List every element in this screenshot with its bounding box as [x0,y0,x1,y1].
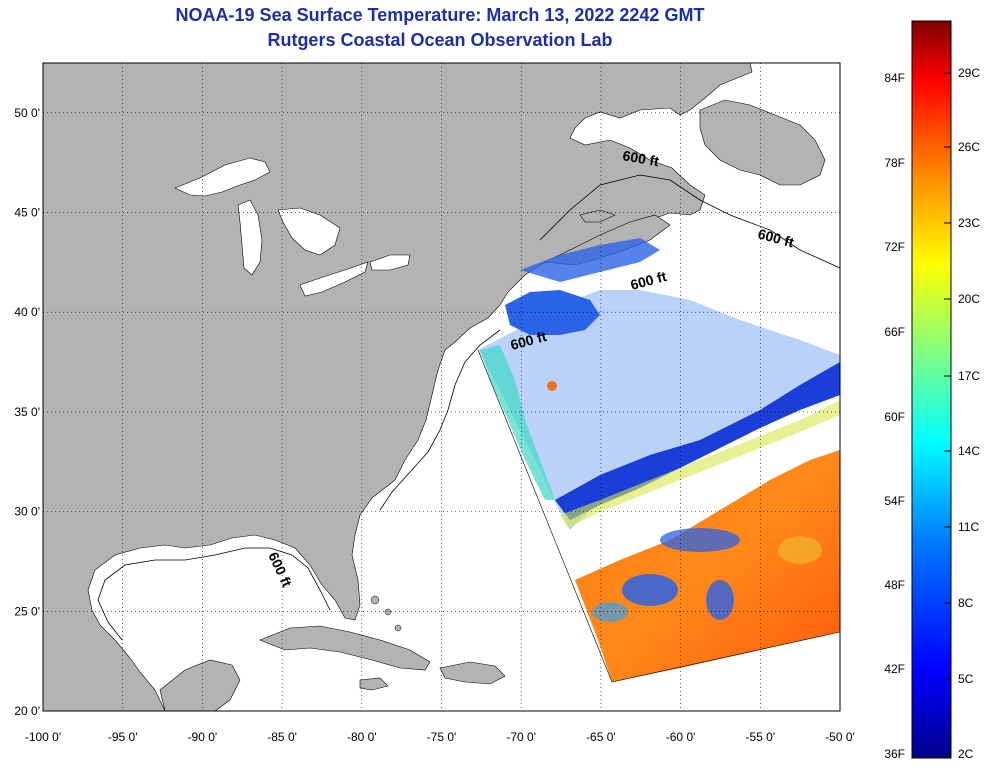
sst-warm-spot [547,381,557,391]
colorbar-celsius-label: 11C [958,520,979,534]
longitude-tick-label: -100 0' [25,730,61,744]
colorbar-fahrenheit-label: 60F [884,410,905,424]
map-subtitle: Rutgers Coastal Ocean Observation Lab [267,30,613,50]
latitude-tick-label: 45 0' [14,206,40,220]
jamaica-land [359,677,389,691]
depth-contour-north [539,174,840,269]
longitude-tick-label: -80 0' [347,730,377,744]
colorbar-celsius-label: 29C [958,66,980,80]
longitude-tick-label: -70 0' [506,730,536,744]
longitude-tick-label: -60 0' [666,730,696,744]
map-border [42,62,841,712]
longitude-tick-label: -90 0' [188,730,218,744]
colorbar-celsius-label: 2C [958,747,974,761]
hispaniola-land [439,661,506,685]
pei-land [579,209,616,223]
bahamas-island [394,624,402,632]
longitude-tick-label: -75 0' [427,730,457,744]
sst-gulf-maine [505,290,600,335]
map-title: NOAA-19 Sea Surface Temperature: March 1… [175,5,705,25]
lake-huron [277,207,341,256]
swath-outline [477,349,840,683]
latitude-tick-label: 50 0' [14,106,40,120]
colorbar-fahrenheit-label: 54F [884,494,905,508]
colorbar-celsius-label: 20C [958,292,980,306]
contour-label: 600 ft [621,147,660,169]
colorbar-fahrenheit-label: 84F [884,71,905,85]
bahamas-island [384,608,392,616]
longitude-labels: -100 0' -95 0' -90 0' -85 0' -80 0' -75 0' -70… [25,730,855,744]
sst-cyan-band [480,345,555,500]
newfoundland-land [699,99,826,186]
colorbar-fahrenheit-label: 72F [884,240,905,254]
longitude-tick-label: -65 0' [586,730,616,744]
latitude-labels: 20 0' 25 0' 30 0' 35 0' 40 0' 45 0' 50 0' [14,106,40,718]
colorbar-fahrenheit-label: 66F [884,325,905,339]
lake-michigan [237,199,263,276]
colorbar-fahrenheit-label: 48F [884,578,905,592]
latitude-tick-label: 20 0' [14,704,40,718]
latitude-tick-label: 25 0' [14,604,40,618]
sst-swath-cool [478,290,840,530]
colorbar-fahrenheit-label: 42F [884,662,905,676]
depth-contour-east-coast [379,329,501,511]
depth-contour-gulf [97,547,331,641]
colorbar-celsius-label: 8C [958,596,974,610]
colorbar-celsius-label: 17C [958,369,980,383]
colorbar-fahrenheit-label: 36F [884,747,905,761]
cuba-land [259,625,431,671]
colorbar-celsius-label: 26C [958,140,980,154]
lake-erie [299,261,369,297]
colorbar [911,20,952,759]
sst-cold-eddy [592,602,628,622]
longitude-tick-label: -85 0' [267,730,297,744]
longitude-tick-label: -50 0' [825,730,855,744]
sst-cold-band [555,362,840,520]
lake-ontario [369,254,411,271]
latitude-tick-label: 40 0' [14,305,40,319]
sst-swath-warm [575,450,840,682]
sst-yellow-band [560,400,840,528]
bahamas-island [370,595,380,605]
longitude-tick-label: -95 0' [108,730,138,744]
yucatan-land [159,659,241,711]
colorbar-celsius-label: 14C [958,444,980,458]
north-america-land [43,63,753,711]
colorbar-celsius-label: 23C [958,216,980,230]
colorbar-fahrenheit-label: 78F [884,156,905,170]
latitude-tick-label: 35 0' [14,405,40,419]
sst-warm-patch [778,536,822,564]
colorbar-celsius-label: 5C [958,672,974,686]
sst-cold-north [520,238,660,282]
colorbar-celsius-labels: 29C 26C 23C 20C 17C 14C 11C 8C 5C 2C [944,66,980,761]
latitude-tick-label: 30 0' [14,505,40,519]
longitude-tick-label: -55 0' [745,730,775,744]
colorbar-fahrenheit-labels: 84F 78F 72F 66F 60F 54F 48F 42F 36F [884,71,905,761]
sst-cold-eddy [706,580,734,620]
sst-cold-eddy [622,574,678,606]
sst-cold-eddy [660,528,740,552]
